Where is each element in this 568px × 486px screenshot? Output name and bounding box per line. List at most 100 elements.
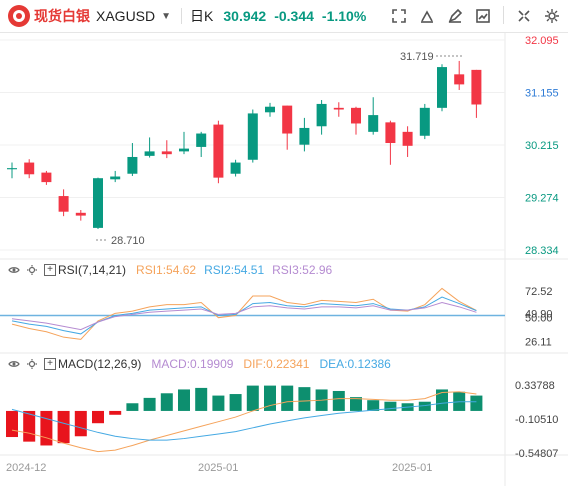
candle-body — [7, 168, 17, 170]
candle-body — [385, 122, 396, 144]
drawing-icon[interactable] — [417, 6, 437, 26]
expand-icon[interactable] — [514, 6, 534, 26]
brand-name: 现货白银 — [34, 8, 90, 24]
rsi-header: + RSI(7,14,21) RSI1:54.62 RSI2:54.51 RSI… — [8, 263, 332, 277]
macd-bar — [281, 385, 294, 411]
price-change: -0.344 — [274, 8, 314, 24]
macd-bar — [384, 401, 397, 411]
candle-body — [282, 105, 293, 134]
chart-canvas[interactable]: 32.095 31.155 30.215 29.274 28.334 31.719 28.7… — [0, 33, 568, 486]
rsi2-line — [11, 296, 477, 335]
dea-line — [11, 401, 477, 441]
eye-icon[interactable] — [8, 358, 20, 370]
low-label: 28.710 — [111, 235, 145, 247]
candle-body — [299, 127, 310, 145]
candle-body — [351, 107, 361, 124]
interval-selector[interactable]: 日K — [190, 8, 214, 24]
plus-icon[interactable]: + — [44, 358, 56, 370]
plus-icon[interactable]: + — [44, 264, 56, 276]
price-tick-label: 28.334 — [525, 245, 559, 257]
candle-body — [437, 67, 447, 108]
rsi-tick-label: 26.11 — [525, 336, 552, 348]
macd-bar — [246, 385, 259, 411]
date-label: 2024-12 — [6, 462, 46, 474]
macd-bar — [298, 387, 311, 411]
dea-value: DEA:0.12386 — [319, 357, 391, 371]
macd-bar — [229, 394, 242, 411]
candle-body — [161, 151, 172, 155]
macd-tick-label: -0.54807 — [515, 448, 558, 460]
candle-body — [127, 156, 138, 174]
macd-bar — [350, 397, 362, 411]
price-tick-label: 29.274 — [525, 193, 559, 205]
last-price: 30.942 — [223, 8, 267, 24]
toolbar-tools — [389, 6, 562, 26]
candle-body — [368, 115, 379, 132]
macd-bar — [195, 387, 208, 411]
macd-bar — [6, 410, 18, 438]
candle-body — [110, 176, 121, 180]
fullscreen-icon[interactable] — [389, 6, 409, 26]
candle-body — [75, 212, 86, 216]
macd-bar — [74, 410, 87, 437]
macd-value: MACD:0.19909 — [151, 357, 234, 371]
macd-header: + MACD(12,26,9) MACD:0.19909 DIF:0.22341… — [8, 357, 391, 371]
macd-bar — [470, 395, 483, 411]
candle-body — [247, 113, 258, 160]
date-label: 2025-01 — [392, 462, 432, 474]
macd-bar — [367, 400, 380, 411]
price-tick-label: 31.155 — [525, 87, 559, 99]
macd-bar — [92, 410, 104, 424]
chart-layout-icon[interactable] — [473, 6, 493, 26]
price-tick-label: 32.095 — [525, 35, 559, 47]
settings-icon[interactable] — [542, 6, 562, 26]
rsi-tick-label: 50.00 — [525, 313, 553, 325]
chevron-down-icon[interactable]: ▼ — [161, 10, 172, 22]
candle-body — [213, 124, 224, 178]
gear-icon[interactable] — [26, 264, 38, 276]
high-label: 31.719 — [400, 51, 434, 63]
price-tick-label: 30.215 — [525, 140, 559, 152]
macd-tick-label: 0.33788 — [515, 380, 555, 392]
rsi-title: RSI(7,14,21) — [58, 263, 127, 277]
symbol-label[interactable]: XAGUSD — [96, 8, 156, 24]
candle-body — [41, 172, 52, 183]
macd-bar — [212, 395, 225, 411]
candle-body — [419, 107, 430, 136]
macd-bar — [332, 390, 345, 411]
rsi2-value: RSI2:54.51 — [204, 263, 265, 277]
macd-bar — [436, 389, 448, 411]
macd-tick-label: -0.10510 — [515, 414, 558, 426]
rsi3-value: RSI3:52.96 — [272, 263, 333, 277]
macd-bar — [143, 397, 156, 411]
macd-bar — [40, 410, 53, 446]
candle-body — [230, 162, 241, 174]
candle-body — [196, 133, 207, 147]
gear-icon[interactable] — [26, 358, 38, 370]
rsi3-line — [11, 301, 477, 331]
macd-title: MACD(12,26,9) — [58, 357, 142, 371]
macd-bar — [418, 401, 431, 411]
macd-bar — [126, 403, 139, 411]
macd-bar — [109, 410, 122, 415]
rsi-tick-label: 49.90 — [525, 309, 553, 321]
candle-body — [24, 162, 35, 175]
candle-body — [402, 131, 413, 146]
candle-body — [179, 148, 189, 152]
candle-body — [265, 106, 275, 113]
candle-body — [471, 69, 482, 105]
dif-value: DIF:0.22341 — [243, 357, 310, 371]
macd-bar — [160, 393, 173, 411]
pen-icon[interactable] — [445, 6, 465, 26]
date-label: 2025-01 — [198, 462, 238, 474]
macd-bar — [57, 410, 70, 444]
eye-icon[interactable] — [8, 264, 20, 276]
candle-body — [144, 151, 155, 156]
toolbar: 现货白银 XAGUSD ▼ 日K 30.942 -0.344 -1.10% — [0, 0, 568, 33]
dif-line — [11, 391, 477, 453]
rsi-tick-label: 72.52 — [525, 286, 553, 298]
coin-icon — [8, 5, 30, 27]
divider — [503, 6, 504, 24]
macd-bar — [178, 389, 190, 411]
